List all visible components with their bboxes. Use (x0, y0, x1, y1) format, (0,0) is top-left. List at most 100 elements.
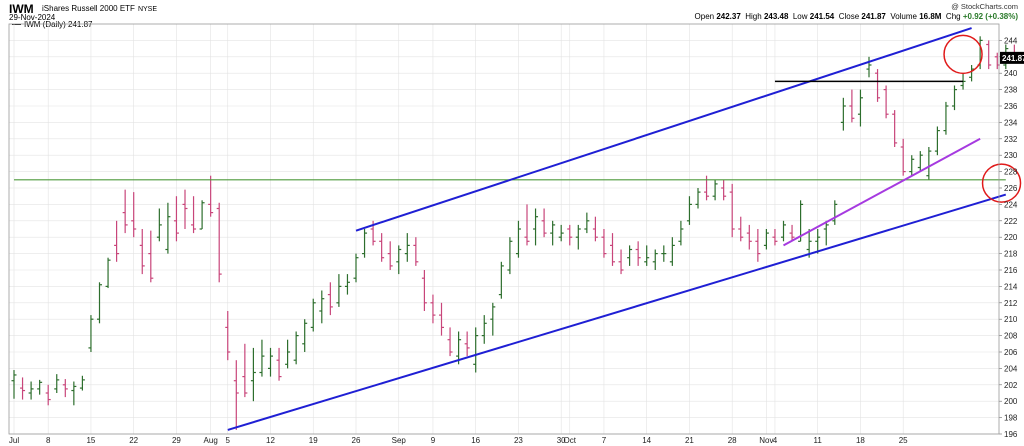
chg-value: +0.92 (+0.38%) (962, 12, 1018, 21)
ohlc-bar (755, 229, 761, 262)
legend-text: IWM (Daily) 241.87 (24, 20, 93, 29)
ohlc-bar (173, 196, 179, 242)
annotations (14, 27, 1022, 431)
ohlc-bar (567, 224, 573, 246)
ohlc-bar (610, 233, 615, 266)
ohlc-bar (729, 183, 735, 238)
ohlc-bar (592, 216, 598, 242)
ohlc-bar (362, 229, 368, 258)
ohlc-bar (54, 374, 60, 393)
ohlc-bar (635, 241, 641, 266)
ohlc-bar (840, 97, 846, 131)
ohlc-bar (823, 220, 829, 246)
ohlc-bar (584, 212, 590, 234)
ohlc-bar (310, 298, 316, 332)
ohlc-bar (695, 188, 701, 209)
volume-label: Volume (890, 12, 917, 21)
ohlc-bar (909, 155, 915, 176)
ohlc-bar (875, 69, 881, 102)
open-value: 242.37 (716, 12, 741, 21)
y-tick-label: 216 (1004, 266, 1018, 275)
y-tick-label: 196 (1004, 430, 1018, 439)
y-tick-label: 200 (1004, 397, 1018, 406)
ohlc-bar (88, 315, 94, 352)
low-label: Low (792, 12, 808, 21)
x-tick-label: 9 (431, 436, 436, 445)
trend-line (783, 137, 981, 247)
x-tick-label: 5 (226, 436, 231, 445)
ohlc-bar (943, 101, 949, 135)
ticker-symbol: IWM (9, 2, 34, 16)
ohlc-bar (319, 290, 325, 324)
security-name-text: iShares Russell 2000 ETF (42, 4, 135, 13)
ohlc-bar (473, 327, 479, 373)
security-name: iShares Russell 2000 ETF NYSE (42, 4, 157, 13)
x-tick-label: 28 (728, 436, 737, 445)
legend-swatch (12, 24, 21, 25)
x-tick-label: 18 (856, 436, 865, 445)
ohlc-bar (515, 220, 521, 258)
ohlc-bar (208, 175, 214, 217)
x-tick-label: 8 (46, 436, 51, 445)
high-label: High (745, 12, 762, 21)
close-label: Close (838, 12, 860, 21)
ohlc-bar (806, 229, 812, 258)
ohlc-bar (986, 40, 992, 70)
y-tick-label: 234 (1004, 118, 1018, 127)
ohlc-bar (900, 138, 906, 176)
grid-lines (9, 24, 999, 435)
x-tick-label: 12 (266, 436, 275, 445)
ohlc-bar (815, 229, 821, 254)
ohlc-bar (191, 196, 197, 234)
ohlc-bar (379, 233, 385, 262)
plot-frame (8, 23, 1000, 435)
x-tick-label: 26 (352, 436, 361, 445)
ohlc-bar (447, 327, 453, 357)
ohlc-bar (669, 237, 675, 266)
ohlc-bar (926, 147, 932, 180)
ohlc-bar (62, 379, 68, 398)
ohlc-bar (490, 302, 496, 336)
ohlc-bar (37, 379, 43, 395)
ohlc-bar (97, 282, 102, 324)
ohlc-bar (430, 294, 436, 324)
x-tick-label: 22 (129, 436, 138, 445)
ohlc-bar (156, 208, 162, 242)
highlight-circle (943, 34, 983, 75)
x-tick-label: 15 (86, 436, 95, 445)
ohlc-bar (798, 200, 804, 242)
ohlc-bar (738, 216, 744, 242)
x-tick-label: 30 (557, 436, 566, 445)
ohlc-bar (439, 302, 444, 336)
ohlc-bar (105, 257, 111, 289)
ohlc-bar (199, 200, 205, 230)
y-tick-label: 244 (1004, 36, 1018, 45)
ohlc-bar (652, 249, 658, 270)
x-tick-label: 14 (642, 436, 651, 445)
ohlc-bar (276, 347, 282, 381)
ohlc-bar (302, 319, 308, 352)
y-axis: 196 198 200 202 204 206 208 210 212 214 216 218 220 2… (999, 36, 1024, 439)
ohlc-bar (892, 110, 898, 147)
y-tick-label: 226 (1004, 184, 1018, 193)
y-tick-label: 236 (1004, 102, 1018, 111)
x-tick-label: 4 (773, 436, 778, 445)
x-tick-label: 21 (685, 436, 694, 445)
ohlc-bar (344, 274, 350, 295)
ohlc-bar (481, 315, 487, 344)
ohlc-bar (327, 282, 333, 316)
ohlc-bar (396, 245, 402, 275)
y-tick-label: 218 (1004, 250, 1018, 259)
x-tick-label: Aug (204, 436, 218, 445)
y-tick-label: 238 (1004, 86, 1018, 95)
ohlc-bar (293, 331, 299, 365)
ohlc-summary: Open 242.37 High 243.48 Low 241.54 Close… (695, 12, 1018, 21)
ohlc-bar (114, 220, 120, 262)
ohlc-bar (148, 230, 154, 283)
ohlc-bar (268, 347, 273, 377)
exchange-label: NYSE (137, 6, 157, 13)
y-tick-label: 228 (1004, 168, 1018, 177)
ohlc-bar (336, 274, 342, 307)
